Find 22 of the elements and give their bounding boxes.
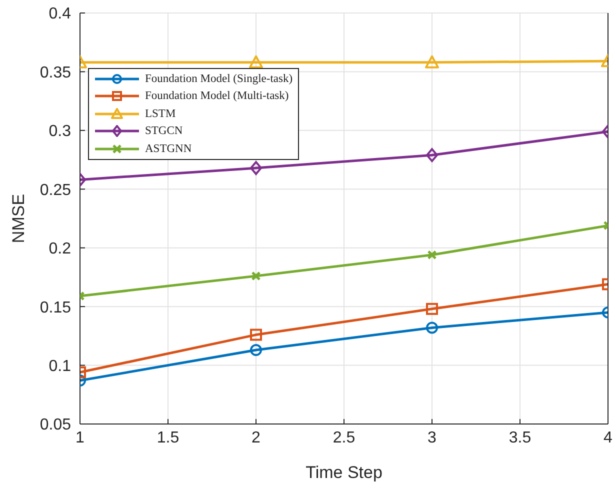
legend-label: STGCN xyxy=(145,125,183,138)
legend-label: Foundation Model (Single-task) xyxy=(145,72,293,85)
legend-label: LSTM xyxy=(145,108,176,120)
y-tick-label: 0.2 xyxy=(48,240,72,258)
x-tick-label: 3 xyxy=(428,429,437,446)
y-tick-label: 0.15 xyxy=(40,299,72,316)
y-tick-label: 0.35 xyxy=(40,64,72,82)
legend-label: Foundation Model (Multi-task) xyxy=(145,90,289,102)
y-axis-title: NMSE xyxy=(9,194,28,244)
x-tick-label: 3.5 xyxy=(508,429,532,446)
y-tick-label: 0.4 xyxy=(48,6,72,23)
legend-label: ASTGNN xyxy=(145,142,192,155)
x-tick-label: 1 xyxy=(76,429,85,446)
y-tick-label: 0.3 xyxy=(48,123,72,140)
x-tick-label: 2.5 xyxy=(332,429,356,446)
y-tick-label: 0.1 xyxy=(48,358,72,375)
y-tick-label: 0.05 xyxy=(40,416,72,434)
y-tick-label: 0.25 xyxy=(40,182,72,199)
x-tick-label: 1.5 xyxy=(156,429,180,446)
x-tick-label: 2 xyxy=(252,429,261,446)
x-tick-label: 4 xyxy=(604,429,613,446)
x-axis-title: Time Step xyxy=(306,463,382,482)
